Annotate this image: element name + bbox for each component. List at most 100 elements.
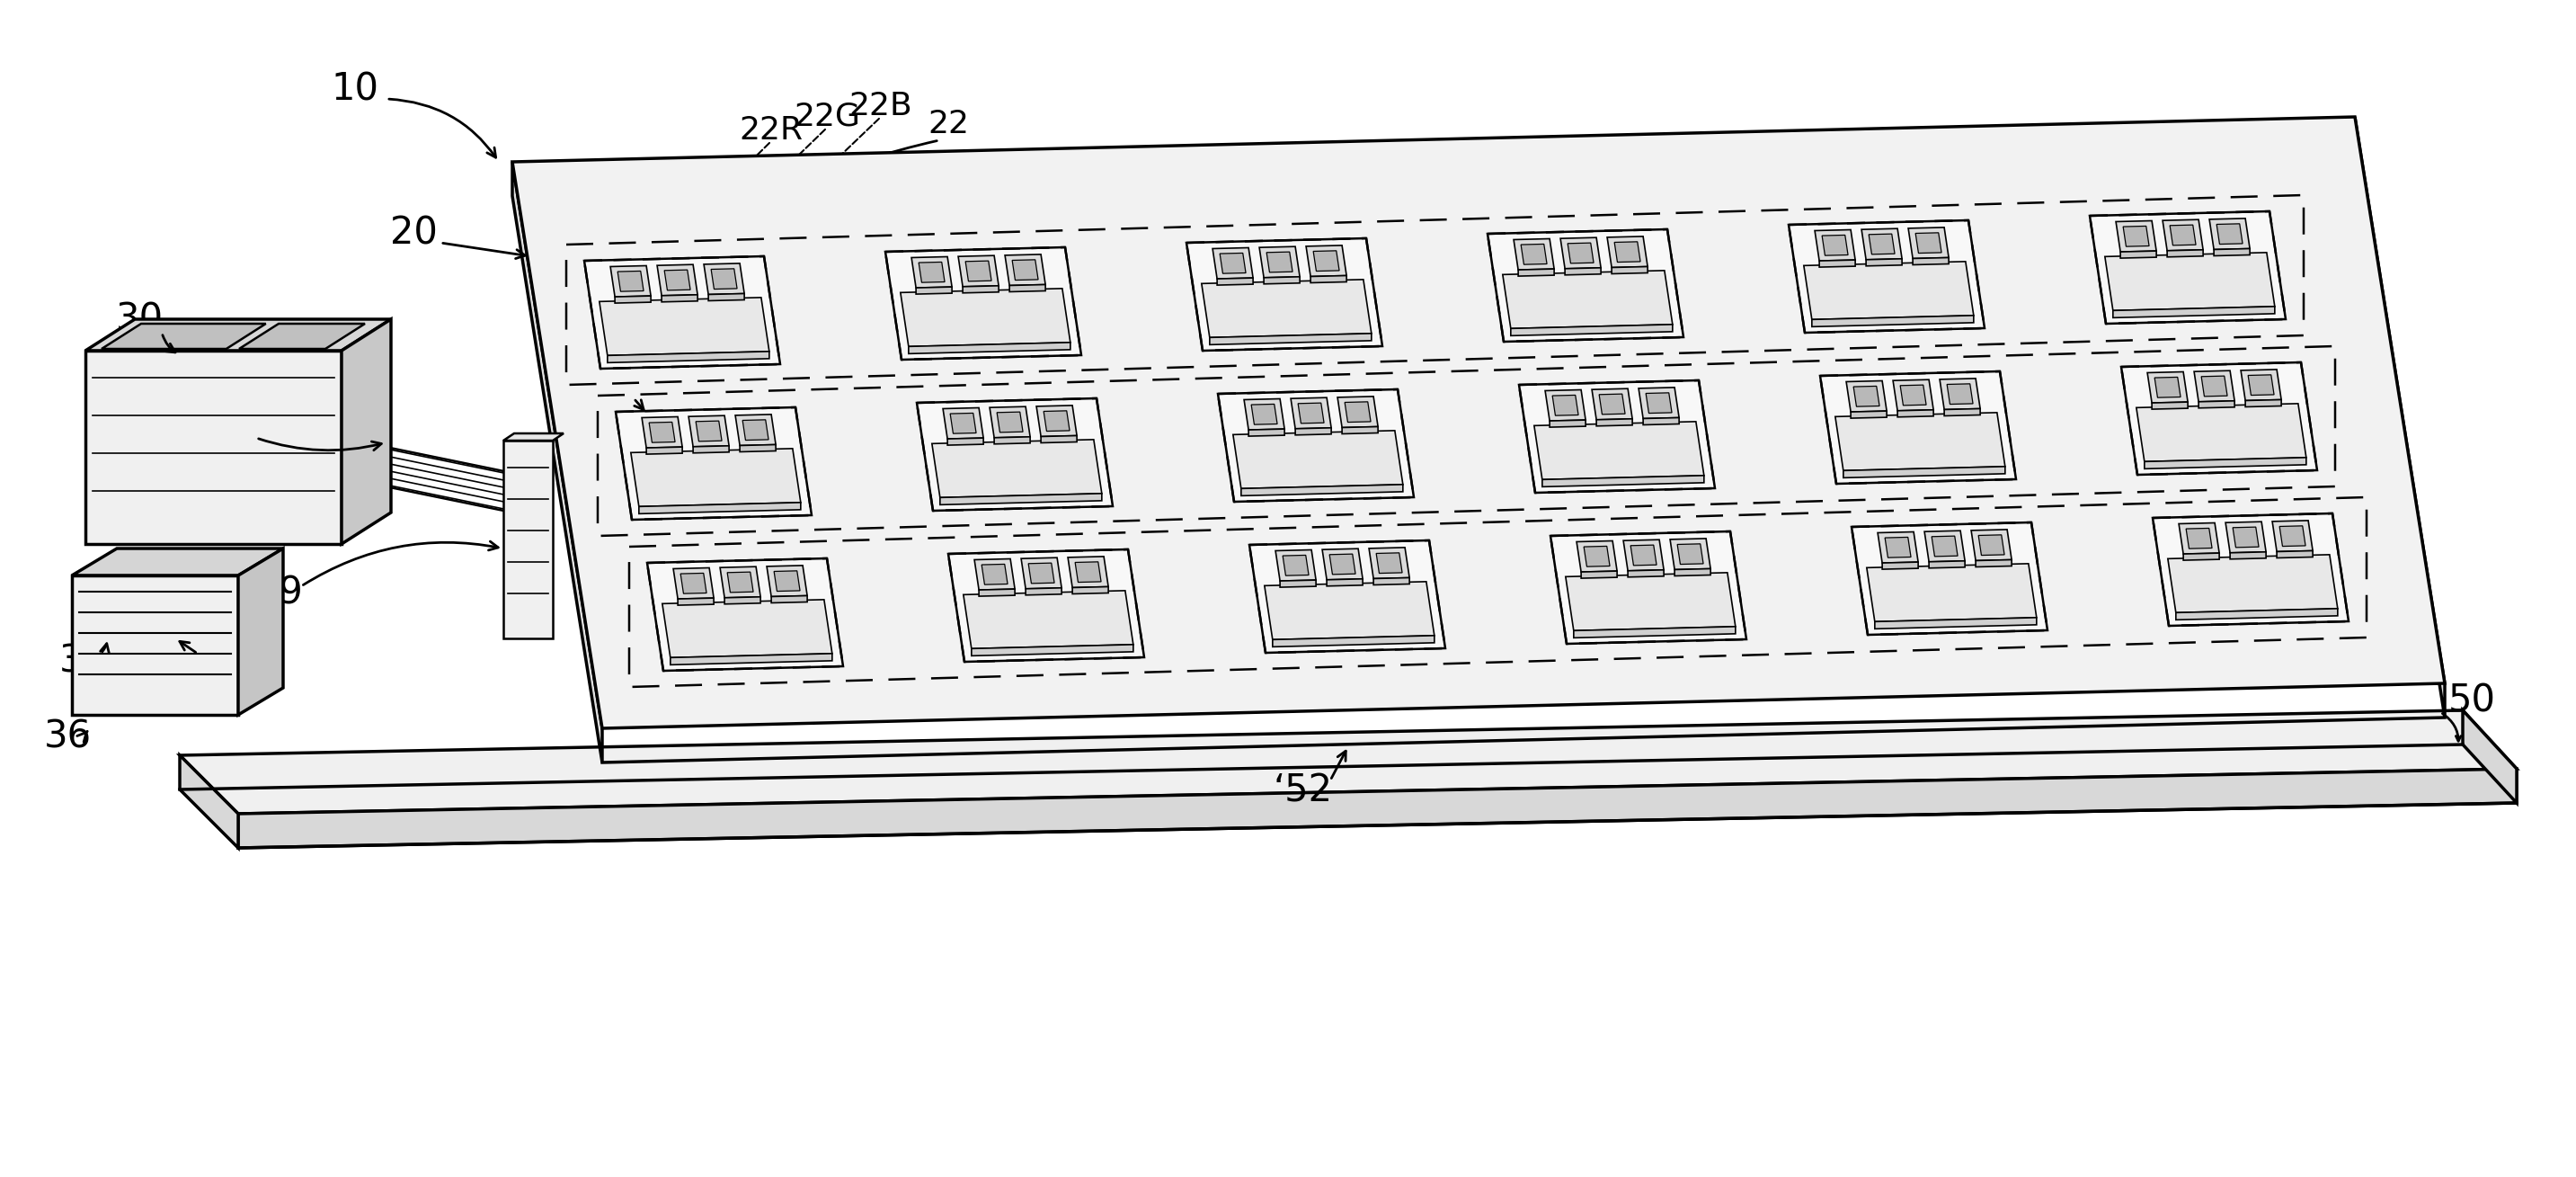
- Polygon shape: [662, 599, 832, 658]
- Polygon shape: [513, 117, 2445, 729]
- Polygon shape: [1592, 388, 1633, 420]
- Polygon shape: [2210, 219, 2249, 250]
- Polygon shape: [2277, 551, 2313, 558]
- Polygon shape: [1878, 532, 1919, 563]
- Polygon shape: [1510, 325, 1672, 335]
- Polygon shape: [608, 352, 770, 363]
- Polygon shape: [1211, 333, 1370, 345]
- Polygon shape: [2164, 220, 2202, 251]
- Polygon shape: [1638, 387, 1680, 419]
- Polygon shape: [2154, 377, 2179, 398]
- Polygon shape: [1012, 260, 1038, 280]
- Polygon shape: [1502, 271, 1672, 328]
- Polygon shape: [647, 558, 842, 671]
- Polygon shape: [886, 247, 1082, 360]
- Polygon shape: [502, 433, 564, 440]
- Text: 40: 40: [587, 372, 636, 410]
- Polygon shape: [979, 588, 1015, 597]
- Polygon shape: [943, 407, 984, 439]
- Polygon shape: [1868, 564, 2038, 621]
- Polygon shape: [912, 257, 953, 288]
- Text: 29: 29: [255, 574, 301, 612]
- Polygon shape: [1901, 385, 1927, 405]
- FancyArrowPatch shape: [443, 244, 526, 259]
- Polygon shape: [693, 446, 729, 453]
- Text: 36: 36: [44, 718, 90, 756]
- Polygon shape: [2187, 528, 2213, 548]
- Polygon shape: [1298, 403, 1324, 424]
- Polygon shape: [1280, 580, 1316, 587]
- Polygon shape: [585, 257, 781, 368]
- Polygon shape: [1862, 228, 1901, 260]
- FancyArrowPatch shape: [258, 439, 381, 451]
- Polygon shape: [1875, 618, 2038, 629]
- Polygon shape: [1373, 578, 1409, 585]
- Polygon shape: [1917, 233, 1942, 253]
- Polygon shape: [1546, 390, 1587, 421]
- Polygon shape: [1623, 540, 1664, 571]
- Polygon shape: [1899, 410, 1935, 417]
- Polygon shape: [1834, 413, 2004, 471]
- Text: 32: 32: [59, 641, 106, 680]
- Polygon shape: [1025, 587, 1061, 596]
- Polygon shape: [2120, 251, 2156, 258]
- Polygon shape: [1074, 561, 1100, 583]
- Polygon shape: [1200, 279, 1370, 338]
- FancyArrowPatch shape: [100, 644, 108, 653]
- Polygon shape: [680, 573, 706, 593]
- Text: 20: 20: [389, 215, 438, 253]
- Polygon shape: [641, 417, 683, 448]
- Polygon shape: [1569, 242, 1595, 264]
- Polygon shape: [917, 287, 953, 294]
- Polygon shape: [1584, 546, 1610, 566]
- Polygon shape: [677, 598, 714, 605]
- Polygon shape: [1914, 258, 1947, 265]
- Polygon shape: [1242, 485, 1404, 496]
- Polygon shape: [72, 576, 237, 714]
- Polygon shape: [1932, 536, 1958, 557]
- Polygon shape: [1886, 537, 1911, 558]
- Polygon shape: [1535, 421, 1703, 479]
- Polygon shape: [1517, 268, 1553, 277]
- Text: 30: 30: [116, 300, 162, 338]
- Polygon shape: [2166, 250, 2202, 257]
- Polygon shape: [948, 550, 1144, 661]
- Polygon shape: [1677, 544, 1703, 564]
- Polygon shape: [1342, 426, 1378, 434]
- Polygon shape: [963, 286, 999, 293]
- Polygon shape: [1072, 586, 1108, 594]
- Polygon shape: [2151, 403, 2187, 410]
- Polygon shape: [1267, 252, 1293, 272]
- Polygon shape: [1520, 380, 1716, 493]
- Polygon shape: [1674, 568, 1710, 576]
- Polygon shape: [1600, 394, 1625, 414]
- Polygon shape: [1273, 636, 1435, 647]
- Polygon shape: [611, 266, 652, 297]
- Polygon shape: [657, 265, 698, 295]
- Polygon shape: [616, 295, 652, 304]
- Polygon shape: [1821, 372, 2017, 484]
- Polygon shape: [1020, 558, 1061, 588]
- Polygon shape: [1628, 570, 1664, 577]
- Polygon shape: [951, 413, 976, 433]
- Polygon shape: [1566, 573, 1736, 631]
- Polygon shape: [1971, 530, 2012, 560]
- Polygon shape: [2136, 404, 2306, 461]
- Polygon shape: [1069, 557, 1108, 587]
- Polygon shape: [1909, 227, 1947, 259]
- Polygon shape: [1337, 397, 1378, 427]
- Polygon shape: [502, 440, 554, 638]
- Polygon shape: [1368, 547, 1409, 579]
- Polygon shape: [940, 493, 1103, 505]
- Polygon shape: [1515, 239, 1553, 270]
- Text: 22: 22: [927, 108, 969, 139]
- Polygon shape: [631, 448, 801, 506]
- Polygon shape: [1819, 260, 1855, 267]
- Polygon shape: [2249, 374, 2275, 395]
- Polygon shape: [1976, 560, 2012, 567]
- Polygon shape: [724, 597, 760, 604]
- Polygon shape: [2123, 226, 2148, 246]
- Polygon shape: [1005, 254, 1046, 286]
- FancyArrowPatch shape: [1332, 751, 1345, 778]
- Polygon shape: [989, 406, 1030, 438]
